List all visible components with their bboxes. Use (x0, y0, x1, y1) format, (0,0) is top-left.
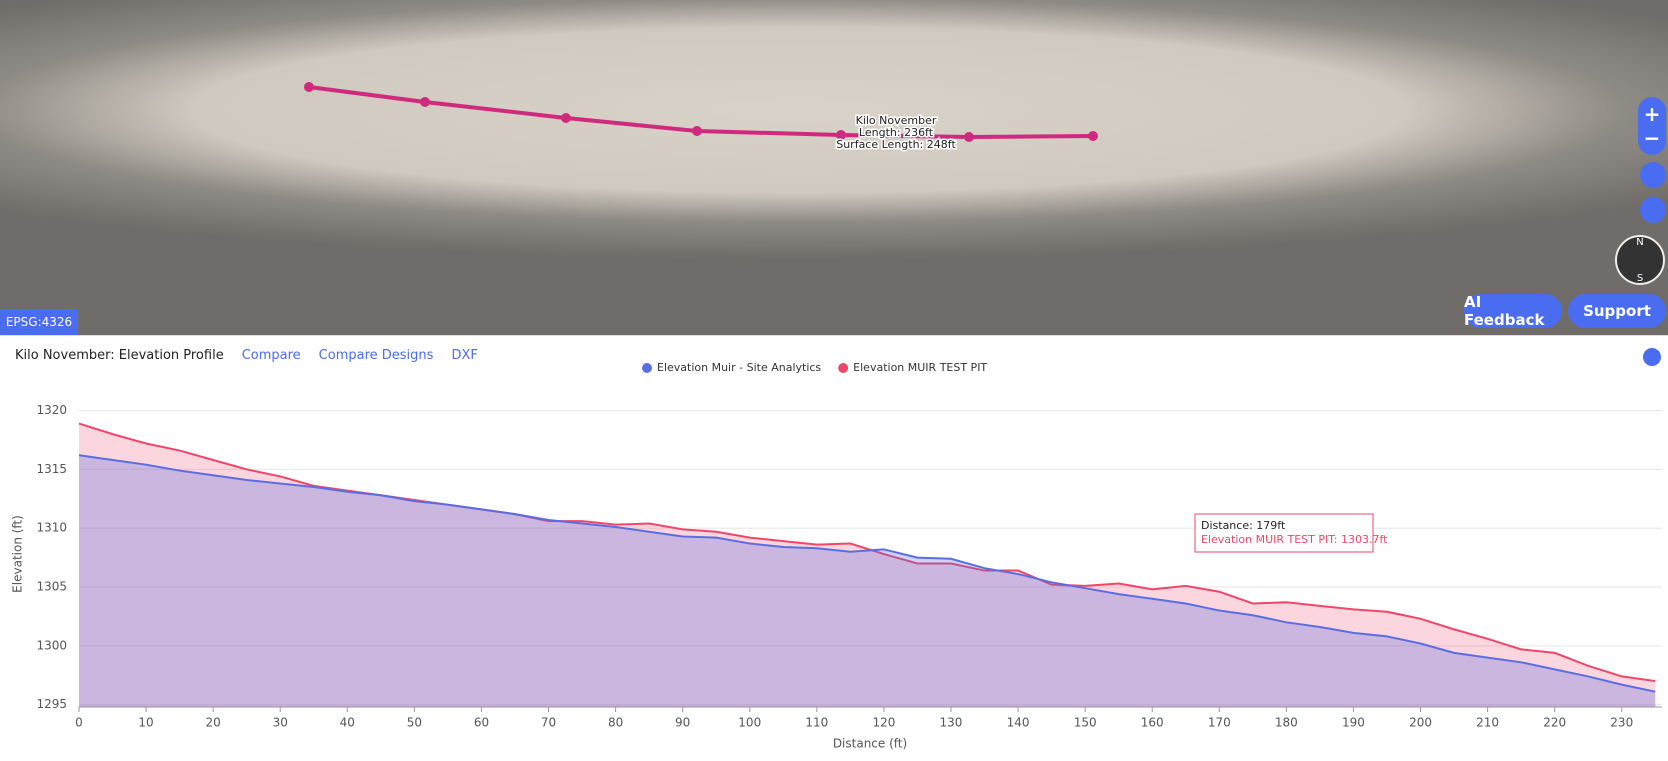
rotate-north[interactable] (1640, 162, 1666, 188)
series-line (78, 454, 1656, 693)
legend-swatch (838, 363, 849, 373)
y-tick-label: 1320 (36, 403, 67, 417)
zoom-control: + − (1638, 97, 1666, 155)
zoom-in[interactable]: + (1643, 102, 1661, 126)
x-tick-label: 150 (1074, 716, 1097, 730)
measure-label: Surface Length: 248ft (836, 138, 956, 151)
x-tick-label: 130 (940, 716, 963, 730)
crs-badge: EPSG:4326 (0, 309, 78, 335)
panel-header: Kilo November: Elevation Profile Compare… (15, 348, 478, 363)
x-tick-label: 210 (1476, 716, 1499, 730)
chart: Elevation (ft) Distance (ft) 12951300130… (11, 361, 1662, 751)
map-overlay: Kilo November Length: 236ft Surface Leng… (304, 82, 1665, 285)
tooltip-text: Elevation MUIR TEST PIT: 1303.7ft (1201, 533, 1388, 546)
y-tick-label: 1310 (36, 521, 67, 535)
tooltip-box (1194, 513, 1374, 553)
compare-link[interactable]: Compare (241, 348, 301, 363)
x-tick-label: 50 (407, 716, 422, 730)
ai-feedback-button[interactable]: AI Feedback (1464, 293, 1562, 329)
x-tick-label: 10 (138, 716, 153, 730)
compass-letter: N (1636, 237, 1643, 248)
legend-label: Elevation Muir - Site Analytics (657, 361, 821, 374)
measure-label: Length: 236ft (859, 126, 934, 139)
profile-panel: Kilo November: Elevation Profile Compare… (0, 335, 1668, 761)
x-tick-label: 170 (1208, 716, 1231, 730)
y-tick-label: 1315 (36, 462, 67, 476)
dxf-link[interactable]: DXF (451, 348, 478, 363)
x-tick-label: 110 (805, 716, 828, 730)
x-tick-label: 200 (1409, 716, 1432, 730)
compass-letter: S (1637, 273, 1643, 284)
x-tick-label: 80 (608, 716, 623, 730)
support-button[interactable]: Support (1568, 294, 1666, 328)
x-tick-label: 20 (206, 716, 221, 730)
x-axis-label: Distance (ft) (833, 737, 907, 751)
x-tick-label: 190 (1342, 716, 1365, 730)
x-tick-label: 70 (541, 716, 556, 730)
map[interactable]: Kilo November Length: 236ft Surface Leng… (0, 0, 1668, 335)
compass[interactable] (1615, 235, 1665, 285)
compare-designs-link[interactable]: Compare Designs (318, 348, 434, 363)
measure-label: Kilo November (856, 114, 937, 127)
rotate-view[interactable] (1640, 197, 1666, 223)
x-tick-label: 90 (675, 716, 690, 730)
x-tick-label: 60 (474, 716, 489, 730)
tooltip-text: Distance: 179ft (1201, 519, 1286, 532)
legend-swatch (642, 363, 652, 373)
x-tick-label: 140 (1007, 716, 1030, 730)
area-fill (79, 423, 1656, 707)
x-tick-label: 30 (273, 716, 288, 730)
x-tick-label: 230 (1610, 716, 1633, 730)
close-button[interactable] (1643, 348, 1661, 366)
y-tick-label: 1300 (36, 638, 67, 652)
x-tick-label: 120 (872, 716, 895, 730)
y-tick-label: 1305 (36, 580, 67, 594)
x-tick-label: 220 (1543, 716, 1566, 730)
zoom-out[interactable]: − (1643, 126, 1661, 150)
x-tick-label: 0 (75, 716, 83, 730)
x-tick-label: 40 (340, 716, 355, 730)
x-tick-label: 180 (1275, 716, 1298, 730)
x-tick-label: 100 (738, 716, 761, 730)
measure-vertices (304, 82, 1098, 142)
y-axis-label: Elevation (ft) (11, 515, 25, 593)
area-fill (79, 455, 1656, 707)
legend-label: Elevation MUIR TEST PIT (853, 361, 987, 374)
series-line (78, 422, 1656, 683)
panel-title: Kilo November: Elevation Profile (15, 348, 224, 363)
y-tick-label: 1295 (36, 697, 67, 711)
x-tick-label: 160 (1141, 716, 1164, 730)
